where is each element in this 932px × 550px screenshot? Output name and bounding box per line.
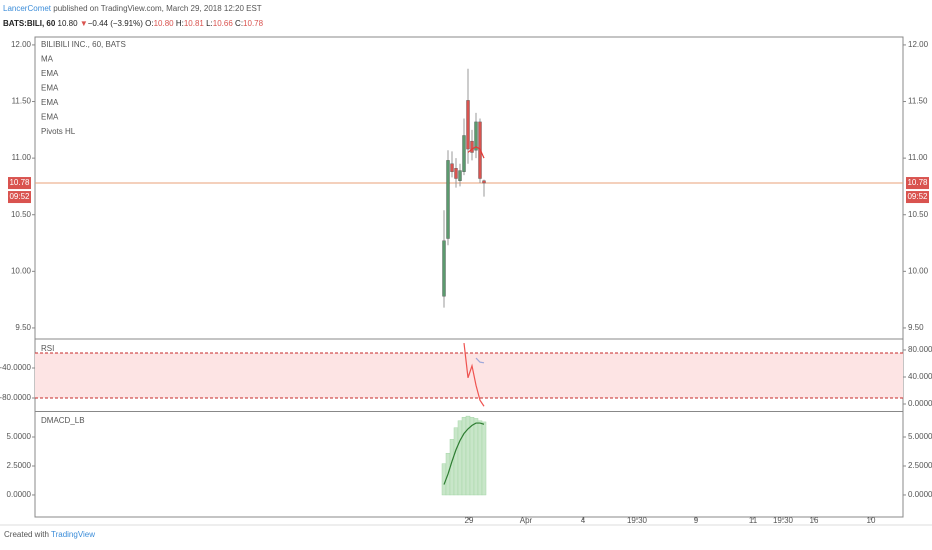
bar <box>457 420 463 496</box>
y-tick-label: 9.50 <box>908 323 924 332</box>
x-tick-label: 11 <box>749 516 758 525</box>
y-tick-label: -40.0000 <box>0 363 32 372</box>
o-label: O: <box>145 19 153 28</box>
bar <box>461 417 467 496</box>
published: published on TradingView.com, March 29, … <box>53 4 262 13</box>
price-label-box <box>8 177 31 190</box>
y-tick-label: 80.0000 <box>908 345 932 354</box>
candle-body <box>482 180 486 184</box>
legend-entry: BILIBILI INC., 60, BATS <box>41 40 126 49</box>
y-tick-label: 10.00 <box>11 266 32 275</box>
legend-entry: EMA <box>41 113 59 122</box>
author[interactable]: LancerComet <box>3 4 52 13</box>
y-tick-label: 0.0000 <box>908 490 932 499</box>
ema-line <box>467 146 485 159</box>
legend-entry: Pivots HL <box>41 127 76 136</box>
countdown-box <box>8 191 31 204</box>
y-tick-label: 10.00 <box>908 266 929 275</box>
y-tick-label: 0.0000 <box>908 399 932 408</box>
h-label: H: <box>176 19 184 28</box>
x-tick-label: 4 <box>581 516 586 525</box>
legend-entry: MA <box>41 55 54 64</box>
y-tick-label: 5.0000 <box>908 432 932 441</box>
candle-body <box>458 170 462 181</box>
l-label: L: <box>206 19 213 28</box>
candle-body <box>450 163 454 172</box>
price-label: 10.78 <box>9 178 30 187</box>
x-tick-label: 16 <box>810 516 819 525</box>
price-label: 10.78 <box>907 178 928 187</box>
y-tick-label: 9.50 <box>15 323 31 332</box>
last: 10.80 <box>58 19 79 28</box>
x-tick-label: 10 <box>867 516 876 525</box>
bar <box>481 421 487 496</box>
legend-entry: RSI <box>41 344 54 353</box>
footer-created: Created with <box>4 530 49 539</box>
y-tick-label: 5.0000 <box>7 432 32 441</box>
candle-body <box>442 240 446 297</box>
bar <box>469 417 475 496</box>
y-tick-label: 12.00 <box>11 40 32 49</box>
y-tick-label: 11.50 <box>908 97 928 106</box>
bar <box>453 427 459 496</box>
y-tick-label: 10.50 <box>908 210 929 219</box>
c-label: C: <box>235 19 243 28</box>
countdown: 09:52 <box>9 192 30 201</box>
y-tick-label: 11.50 <box>12 97 32 106</box>
candle-body <box>470 140 474 153</box>
l: 10.66 <box>213 19 234 28</box>
arrow: ▼ <box>80 19 88 28</box>
footer: Created with TradingView <box>4 530 95 539</box>
y-tick-label: 10.50 <box>11 210 32 219</box>
x-tick-label: 9 <box>694 516 699 525</box>
candle-body <box>462 135 466 172</box>
signal-line <box>443 422 485 485</box>
x-tick-label: 19:30 <box>627 516 648 525</box>
y-tick-label: -80.0000 <box>0 393 32 402</box>
series-line <box>463 342 485 407</box>
change: −0.44 (−3.91%) <box>88 19 143 28</box>
series-line <box>475 357 485 364</box>
legend-entry: DMACD_LB <box>41 416 85 425</box>
c: 10.78 <box>243 19 264 28</box>
o: 10.80 <box>154 19 175 28</box>
y-tick-label: 40.0000 <box>908 372 932 381</box>
bar <box>473 418 479 496</box>
bar <box>477 420 483 496</box>
candle-body <box>474 121 478 151</box>
y-tick-label: 11.00 <box>908 153 928 162</box>
price-label-box <box>906 177 929 190</box>
countdown-box <box>906 191 929 204</box>
countdown: 09:52 <box>907 192 928 201</box>
h: 10.81 <box>184 19 205 28</box>
legend-entry: EMA <box>41 84 59 93</box>
header-line: LancerComet published on TradingView.com… <box>3 4 262 13</box>
y-tick-label: 12.00 <box>908 40 929 49</box>
candle-body <box>446 160 450 239</box>
x-tick-label: 29 <box>465 516 474 525</box>
footer-brand[interactable]: TradingView <box>51 530 95 539</box>
x-tick-label: 19:30 <box>773 516 794 525</box>
y-tick-label: 11.00 <box>12 153 32 162</box>
symbol: BATS:BILI, 60 <box>3 19 56 28</box>
y-tick-label: 2.5000 <box>7 461 32 470</box>
symbol-line: BATS:BILI, 60 10.80 ▼−0.44 (−3.91%) O:10… <box>3 19 264 28</box>
x-tick-label: Apr <box>520 516 533 525</box>
legend-entry: EMA <box>41 69 59 78</box>
y-tick-label: 2.5000 <box>908 461 932 470</box>
candle-body <box>466 100 470 150</box>
y-tick-label: 0.0000 <box>7 490 32 499</box>
candle-body <box>454 168 458 179</box>
legend-entry: EMA <box>41 98 59 107</box>
